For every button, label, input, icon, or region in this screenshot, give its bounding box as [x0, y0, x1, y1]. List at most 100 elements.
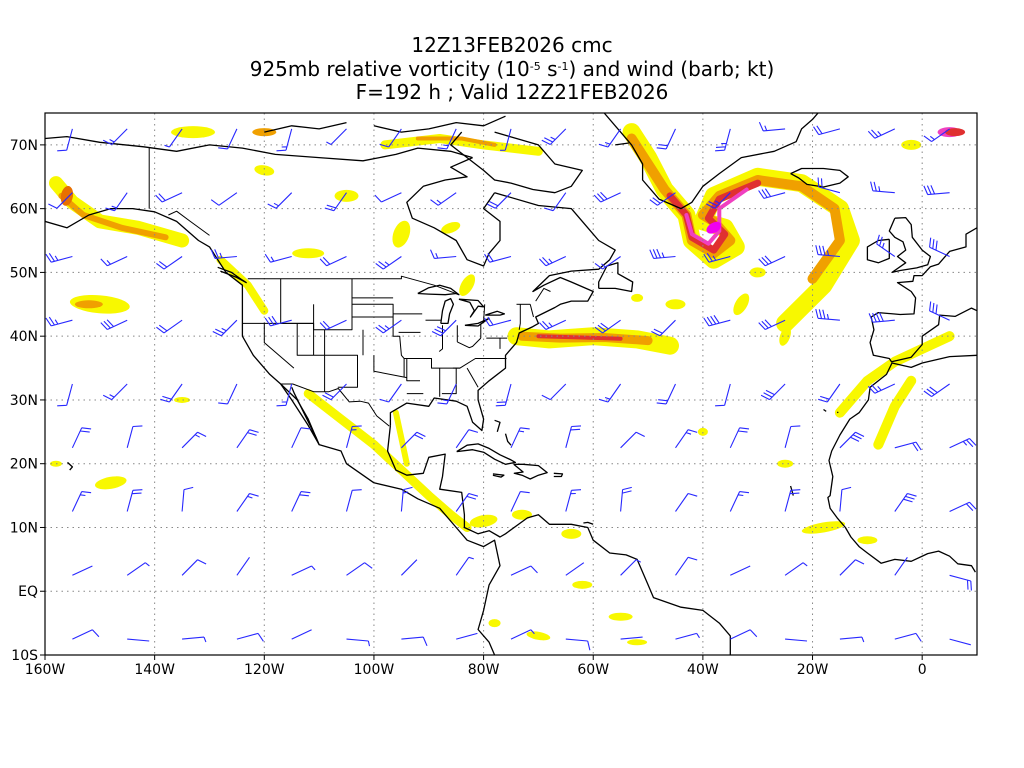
wind-barb	[45, 316, 73, 327]
political-border	[247, 275, 460, 296]
x-tick-label: 100W	[354, 662, 395, 678]
wind-barb	[486, 192, 512, 209]
wind-barb	[72, 629, 100, 640]
x-tick-label: 120W	[244, 662, 285, 678]
wind-barb	[758, 319, 786, 330]
wind-barb	[760, 383, 786, 401]
wind-barb	[45, 253, 73, 263]
wind-barb	[510, 629, 535, 640]
wind-barb	[276, 383, 293, 407]
political-border	[535, 287, 551, 302]
wind-barbs	[45, 121, 977, 651]
wind-barb	[815, 308, 840, 321]
wind-barb	[379, 128, 402, 148]
coastlines	[45, 113, 977, 655]
coastline	[598, 262, 634, 293]
wind-barb	[236, 556, 250, 576]
wind-barb	[430, 192, 457, 206]
vorticity-blob	[441, 221, 461, 234]
coastline	[45, 135, 473, 162]
wind-barb	[455, 556, 474, 576]
wind-barb	[839, 559, 865, 576]
wind-barb	[876, 234, 896, 257]
x-axis: 160W 140W 120W 100W 80W 60W 40W 20W 0	[25, 655, 927, 678]
wind-barb	[715, 383, 731, 407]
coastline	[440, 297, 455, 325]
vorticity-band	[873, 375, 917, 450]
vorticity-blob	[572, 580, 593, 589]
vorticity-band	[216, 255, 269, 315]
wind-barb	[510, 565, 538, 576]
political-border	[483, 304, 486, 322]
x-tick-label: 80W	[468, 662, 500, 678]
wind-barb	[324, 192, 347, 212]
coastline	[464, 317, 490, 327]
wind-barb	[651, 319, 676, 337]
wind-barb	[431, 319, 457, 337]
wind-barb	[675, 632, 700, 640]
wind-barb	[565, 489, 582, 512]
wind-barb	[565, 638, 591, 651]
wind-barb	[126, 425, 143, 448]
vorticity-shading	[49, 123, 966, 646]
x-tick-label: 160W	[25, 662, 66, 678]
wind-barb	[291, 565, 316, 576]
vorticity-blob	[749, 267, 766, 278]
wind-barb	[160, 383, 183, 403]
y-tick-label: 40N	[10, 329, 38, 345]
vorticity-blob	[49, 460, 62, 467]
wind-barb	[839, 486, 852, 512]
y-tick-label: 70N	[10, 138, 38, 154]
wind-barb	[437, 383, 457, 405]
wind-barb	[923, 185, 950, 196]
wind-barb	[729, 427, 750, 449]
wind-barb	[401, 431, 426, 449]
political-border	[457, 337, 482, 349]
wind-barb	[429, 249, 457, 259]
political-border	[518, 304, 521, 330]
wind-barb	[929, 301, 950, 321]
wind-barb	[784, 425, 801, 448]
coastline	[494, 419, 501, 432]
wind-barb	[319, 256, 347, 267]
wind-barb	[867, 128, 896, 139]
political-border	[373, 355, 407, 379]
wind-barb	[839, 431, 865, 449]
wind-barb	[100, 319, 128, 330]
wind-barb	[102, 383, 128, 401]
vorticity-band	[415, 136, 497, 147]
wind-barb	[929, 237, 950, 257]
wind-barb	[72, 565, 93, 576]
wind-barb	[784, 489, 801, 512]
wind-barb	[730, 629, 758, 640]
wind-barb	[291, 491, 311, 512]
wind-barb	[675, 556, 698, 576]
wind-barb	[236, 429, 259, 449]
wind-barb	[729, 491, 750, 512]
wind-barb	[326, 128, 347, 145]
vorticity-blob	[254, 165, 275, 176]
wind-barb	[164, 128, 183, 148]
coastline	[615, 142, 629, 146]
wind-barb	[455, 429, 479, 449]
wind-barb	[675, 429, 698, 449]
vorticity-blob	[252, 128, 277, 137]
wind-barb	[703, 253, 731, 263]
wind-barb	[565, 562, 585, 576]
vorticity-band	[380, 134, 543, 156]
wind-barb	[155, 192, 183, 203]
wind-barb	[264, 253, 292, 263]
coastline	[790, 167, 849, 188]
vorticity-blob	[174, 396, 191, 403]
coastline	[389, 192, 616, 432]
wind-barb	[620, 486, 632, 512]
wind-barb	[346, 638, 371, 647]
wind-barb	[706, 192, 731, 209]
coastline	[450, 131, 583, 194]
coastline	[823, 408, 827, 412]
wind-barb	[455, 492, 479, 512]
y-tick-label: 10S	[11, 648, 38, 664]
coastline	[827, 354, 977, 573]
wind-barb	[815, 245, 840, 258]
coastline	[583, 521, 594, 525]
